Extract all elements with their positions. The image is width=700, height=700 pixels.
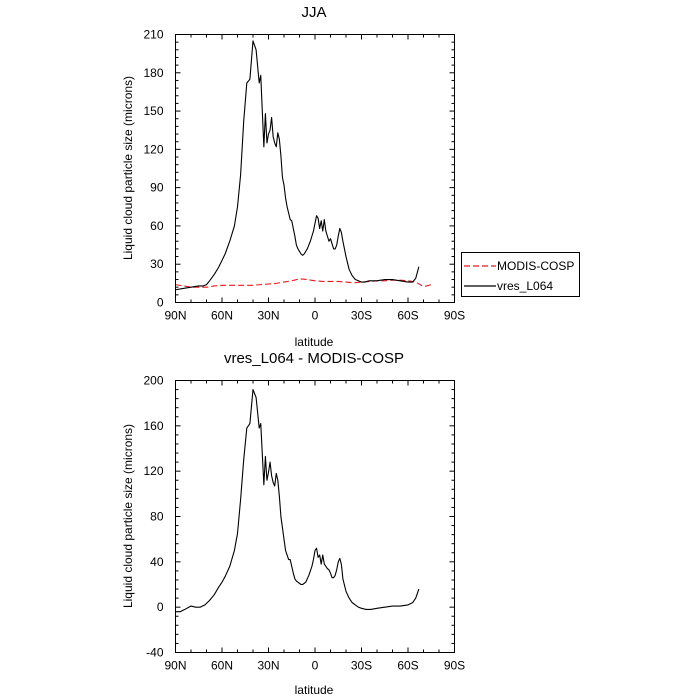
top-chart-ytick-label: 60 bbox=[150, 219, 164, 233]
top-chart-x-axis-label: latitude bbox=[295, 335, 334, 349]
bottom-chart-y-axis-label: Liquid cloud particle size (microns) bbox=[121, 424, 135, 608]
top-chart-xtick-label: 0 bbox=[312, 309, 319, 323]
bottom-chart-ytick-label: 120 bbox=[143, 464, 163, 478]
top-chart: JJA 90N 60N 30N 0 30S 60S 90S 0 30 60 90 120 150 180 2… bbox=[121, 4, 580, 349]
bottom-chart: vres_L064 - MODIS-COSP 90N 60N 30N 0 30S 60S 9… bbox=[121, 350, 465, 697]
bottom-chart-ytick-label: 160 bbox=[143, 419, 163, 433]
bottom-chart-xtick-label: 30N bbox=[257, 659, 279, 673]
top-chart-series bbox=[175, 40, 432, 291]
top-chart-series-vres-l064-line bbox=[175, 40, 420, 291]
bottom-chart-ytick-label: 40 bbox=[150, 555, 164, 569]
top-chart-ytick-label: 210 bbox=[143, 28, 163, 42]
bottom-chart-ticks bbox=[175, 380, 455, 653]
top-chart-ytick-label: 120 bbox=[143, 142, 163, 156]
bottom-chart-ytick-label: 200 bbox=[143, 374, 163, 388]
top-chart-ytick-label: 90 bbox=[150, 181, 164, 195]
top-chart-title: JJA bbox=[301, 4, 326, 21]
bottom-chart-plot-frame bbox=[175, 380, 455, 653]
legend: MODIS-COSP vres_L064 bbox=[461, 252, 580, 297]
top-chart-ytick-label: 30 bbox=[150, 257, 164, 271]
legend-label-modis-cosp: MODIS-COSP bbox=[497, 259, 574, 273]
bottom-chart-ytick-label: -40 bbox=[146, 646, 164, 660]
top-chart-plot-frame bbox=[175, 34, 455, 303]
top-chart-xtick-label: 90N bbox=[164, 309, 186, 323]
top-chart-xtick-label: 60N bbox=[211, 309, 233, 323]
bottom-chart-xtick-label: 60N bbox=[211, 659, 233, 673]
top-chart-y-axis-label: Liquid cloud particle size (microns) bbox=[121, 76, 135, 260]
legend-label-vres-l064: vres_L064 bbox=[497, 279, 553, 293]
bottom-chart-ytick-label: 80 bbox=[150, 510, 164, 524]
bottom-chart-tick-labels: 90N 60N 30N 0 30S 60S 90S -40 0 40 80 120 160 200 bbox=[143, 374, 465, 673]
bottom-chart-xtick-label: 60S bbox=[397, 659, 418, 673]
bottom-chart-xtick-label: 90N bbox=[164, 659, 186, 673]
top-chart-ytick-label: 180 bbox=[143, 66, 163, 80]
bottom-chart-title: vres_L064 - MODIS-COSP bbox=[224, 350, 404, 367]
bottom-chart-series bbox=[175, 389, 420, 613]
bottom-chart-xtick-label: 30S bbox=[351, 659, 372, 673]
top-chart-xtick-label: 60S bbox=[397, 309, 418, 323]
bottom-chart-series-difference-line bbox=[175, 389, 420, 613]
top-chart-tick-labels: 90N 60N 30N 0 30S 60S 90S 0 30 60 90 120 150 180 210 bbox=[143, 28, 465, 323]
top-chart-xtick-label: 90S bbox=[444, 309, 465, 323]
top-chart-ticks bbox=[175, 34, 455, 303]
bottom-chart-xtick-label: 0 bbox=[312, 659, 319, 673]
top-chart-xtick-label: 30N bbox=[257, 309, 279, 323]
bottom-chart-x-axis-label: latitude bbox=[295, 683, 334, 697]
top-chart-ytick-label: 0 bbox=[157, 296, 164, 310]
legend-box bbox=[461, 252, 580, 297]
bottom-chart-xtick-label: 90S bbox=[444, 659, 465, 673]
top-chart-ytick-label: 150 bbox=[143, 104, 163, 118]
top-chart-xtick-label: 30S bbox=[351, 309, 372, 323]
bottom-chart-ytick-label: 0 bbox=[157, 600, 164, 614]
